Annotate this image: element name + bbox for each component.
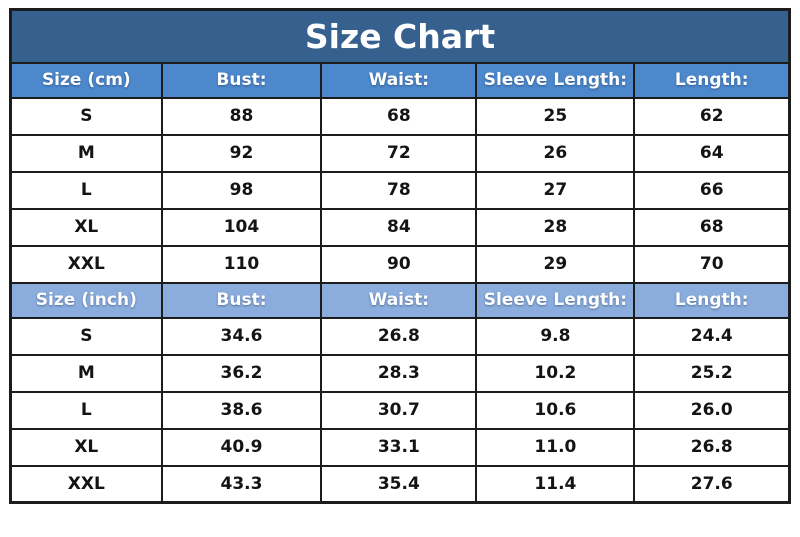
page-title: Size Chart xyxy=(9,8,791,64)
measurement-cell: 25.2 xyxy=(633,353,791,393)
measurement-cell: 25 xyxy=(475,96,636,136)
measurement-cell: 28 xyxy=(475,207,636,247)
measurement-cell: 11.4 xyxy=(475,464,636,504)
header-row-inch: Size (inch) Bust: Waist: Sleeve Length: Leng… xyxy=(9,281,791,319)
column-header: Waist: xyxy=(320,281,478,319)
size-label-cell: S xyxy=(9,96,163,136)
header-row-cm: Size (cm) Bust: Waist: Sleeve Length: Length… xyxy=(9,61,791,99)
measurement-cell: 24.4 xyxy=(633,316,791,356)
table-row: S 88 68 25 62 xyxy=(9,96,791,136)
size-label-cell: XXL xyxy=(9,244,163,284)
title-row: Size Chart xyxy=(9,8,791,64)
table-row: M 92 72 26 64 xyxy=(9,133,791,173)
size-label-cell: XXL xyxy=(9,464,163,504)
measurement-cell: 62 xyxy=(633,96,791,136)
measurement-cell: 27 xyxy=(475,170,636,210)
measurement-cell: 11.0 xyxy=(475,427,636,467)
measurement-cell: 68 xyxy=(633,207,791,247)
table-row: L 98 78 27 66 xyxy=(9,170,791,210)
table-row: XL 104 84 28 68 xyxy=(9,207,791,247)
measurement-cell: 35.4 xyxy=(320,464,478,504)
column-header: Bust: xyxy=(160,281,323,319)
measurement-cell: 30.7 xyxy=(320,390,478,430)
column-header: Sleeve Length: xyxy=(475,61,636,99)
measurement-cell: 38.6 xyxy=(160,390,323,430)
measurement-cell: 90 xyxy=(320,244,478,284)
measurement-cell: 9.8 xyxy=(475,316,636,356)
measurement-cell: 72 xyxy=(320,133,478,173)
measurement-cell: 104 xyxy=(160,207,323,247)
measurement-cell: 64 xyxy=(633,133,791,173)
measurement-cell: 110 xyxy=(160,244,323,284)
measurement-cell: 10.6 xyxy=(475,390,636,430)
measurement-cell: 26.8 xyxy=(320,316,478,356)
column-header: Sleeve Length: xyxy=(475,281,636,319)
measurement-cell: 36.2 xyxy=(160,353,323,393)
measurement-cell: 78 xyxy=(320,170,478,210)
column-header: Length: xyxy=(633,61,791,99)
measurement-cell: 88 xyxy=(160,96,323,136)
measurement-cell: 33.1 xyxy=(320,427,478,467)
measurement-cell: 26.0 xyxy=(633,390,791,430)
measurement-cell: 26 xyxy=(475,133,636,173)
measurement-cell: 40.9 xyxy=(160,427,323,467)
size-unit-header: Size (cm) xyxy=(9,61,163,99)
measurement-cell: 26.8 xyxy=(633,427,791,467)
measurement-cell: 28.3 xyxy=(320,353,478,393)
size-chart-table: Size Chart Size (cm) Bust: Waist: Sleeve Le… xyxy=(9,8,791,504)
table-row: XXL 43.3 35.4 11.4 27.6 xyxy=(9,464,791,504)
size-label-cell: L xyxy=(9,390,163,430)
measurement-cell: 68 xyxy=(320,96,478,136)
measurement-cell: 29 xyxy=(475,244,636,284)
size-label-cell: S xyxy=(9,316,163,356)
size-label-cell: L xyxy=(9,170,163,210)
measurement-cell: 34.6 xyxy=(160,316,323,356)
size-unit-header: Size (inch) xyxy=(9,281,163,319)
measurement-cell: 43.3 xyxy=(160,464,323,504)
column-header: Bust: xyxy=(160,61,323,99)
measurement-cell: 66 xyxy=(633,170,791,210)
measurement-cell: 70 xyxy=(633,244,791,284)
table-row: XXL 110 90 29 70 xyxy=(9,244,791,284)
size-label-cell: XL xyxy=(9,427,163,467)
table-row: M 36.2 28.3 10.2 25.2 xyxy=(9,353,791,393)
measurement-cell: 84 xyxy=(320,207,478,247)
measurement-cell: 98 xyxy=(160,170,323,210)
size-label-cell: XL xyxy=(9,207,163,247)
measurement-cell: 10.2 xyxy=(475,353,636,393)
size-label-cell: M xyxy=(9,133,163,173)
column-header: Waist: xyxy=(320,61,478,99)
column-header: Length: xyxy=(633,281,791,319)
table-row: L 38.6 30.7 10.6 26.0 xyxy=(9,390,791,430)
size-label-cell: M xyxy=(9,353,163,393)
measurement-cell: 92 xyxy=(160,133,323,173)
measurement-cell: 27.6 xyxy=(633,464,791,504)
table-row: S 34.6 26.8 9.8 24.4 xyxy=(9,316,791,356)
table-row: XL 40.9 33.1 11.0 26.8 xyxy=(9,427,791,467)
